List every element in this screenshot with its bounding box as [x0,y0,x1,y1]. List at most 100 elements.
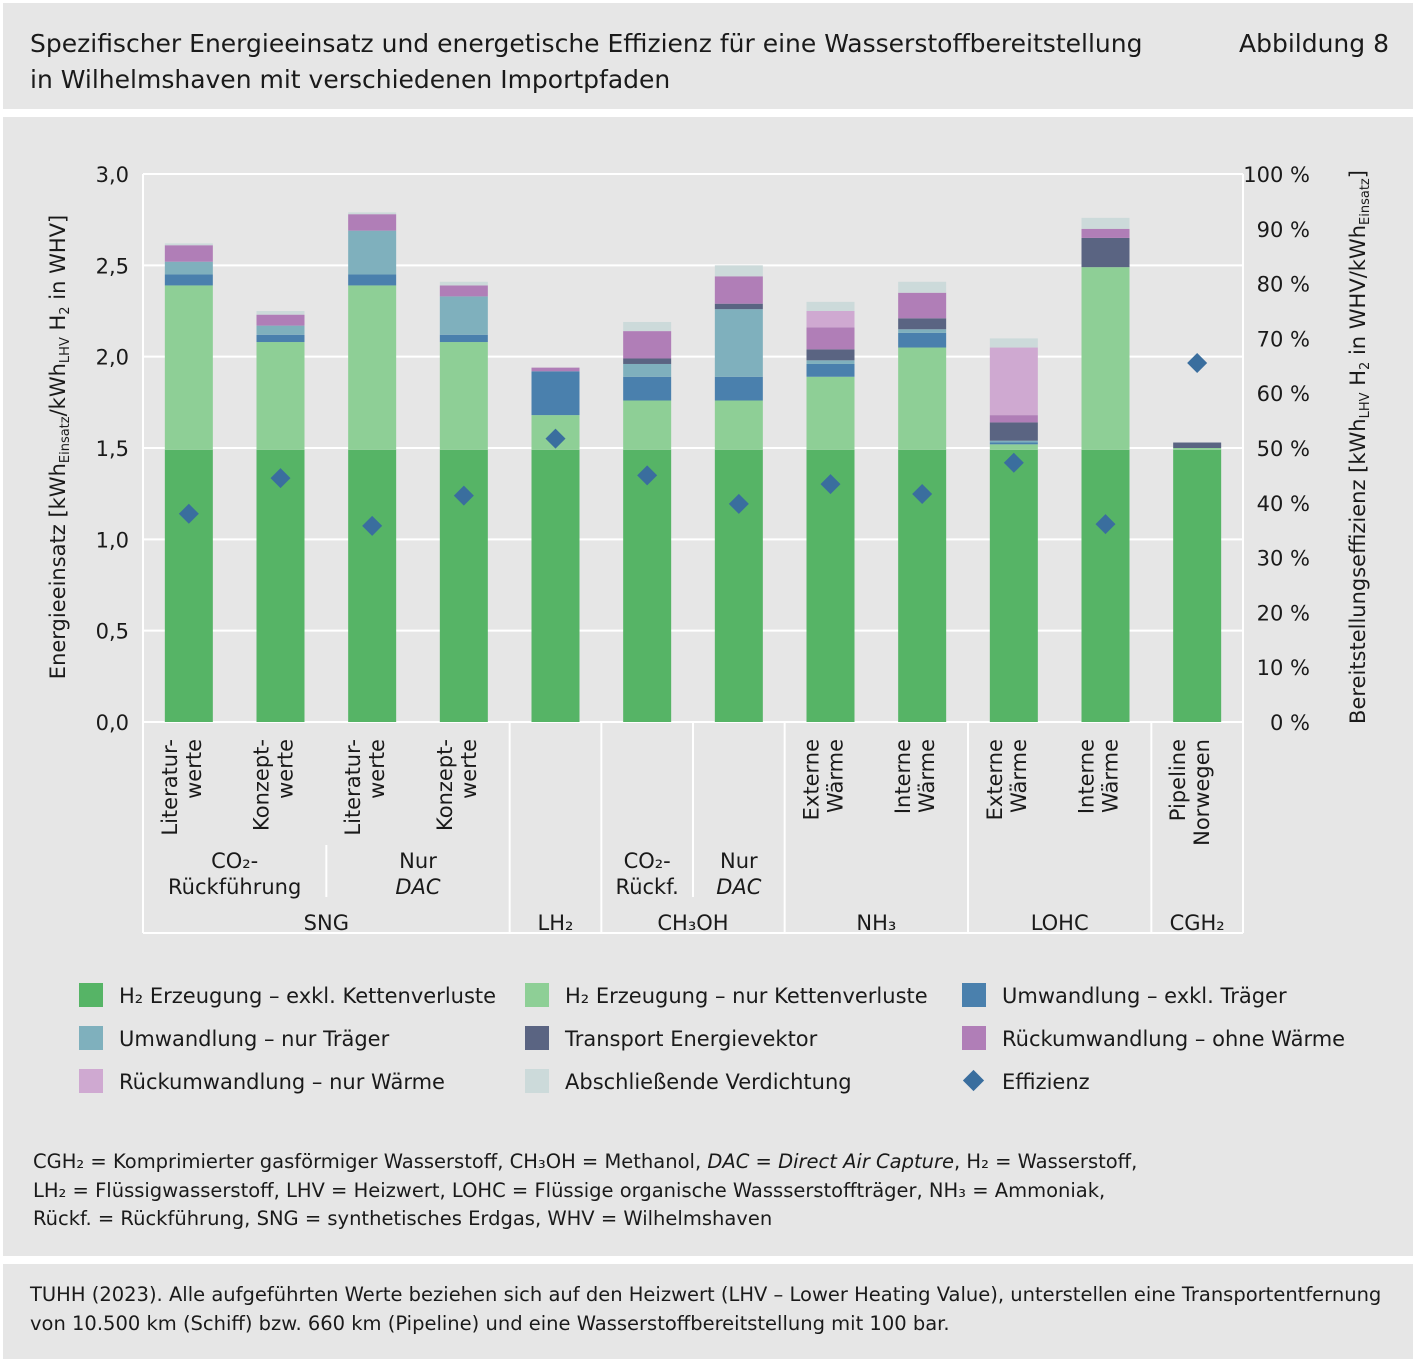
bar-segment-verdichtung [256,311,305,315]
bar-segment-umw-excl [806,363,855,377]
category-label: Pipeline [1166,739,1190,821]
axes-layer: 0,0 0,5 1,0 1,5 2,0 2,5 3,0 0 % 10 % 20 % 30 % 40 %… [46,163,1373,935]
bar-segment-h2-excl [348,449,397,722]
axis-title-subscript: Einsatz [58,416,73,463]
category-label: werte [182,739,206,799]
legend-swatch-h2-chain [525,983,549,1007]
group-label: NH₃ [856,911,896,935]
subgroup-label-line1: Nur [720,849,758,873]
bar-segment-transport [714,303,763,310]
bar-segment-rueck-waerme [989,347,1038,416]
efficiency-marker [453,485,474,506]
bar-segment-umw-traeger [898,329,947,333]
footer-panel: TUHH (2023). Alle aufgeführten Werte bez… [3,1264,1413,1359]
y-right-tick-label: 60 % [1257,382,1310,406]
axis-title-subscript: LHV [1358,392,1373,418]
bar-segment-transport [898,318,947,330]
efficiency-marker [728,493,749,514]
group-label: LH₂ [538,911,574,935]
category-label: Wärme [915,739,939,813]
bar-segment-umw-traeger [806,360,855,364]
subgroup-label-line2: Rückf. [616,875,679,899]
bar-segment-umw-traeger [164,261,213,275]
bar-segment-h2-chain [623,400,672,450]
grid-layer [143,173,1243,723]
efficiency-marker [912,484,933,505]
legend-label: Rückumwandlung – ohne Wärme [1002,1027,1346,1051]
efficiency-layer [178,353,1208,536]
title-line-2: in Wilhelmshaven mit verschiedenen Impor… [30,65,671,94]
y-right-tick-label: 10 % [1257,656,1310,680]
axis-title-part: H [46,315,70,337]
title-line-1: Spezifischer Energieeinsatz und energeti… [30,29,1143,58]
chart-svg: 0,0 0,5 1,0 1,5 2,0 2,5 3,0 0 % 10 % 20 % 30 % 40 %… [46,163,1373,935]
figure-number: Abbildung 8 [1238,29,1389,58]
legend-label: Abschließende Verdichtung [565,1070,852,1094]
bar-segment-umw-traeger [348,230,397,275]
bar-segment-rueck-ohne [898,292,947,319]
axis-title-part: Bereitstellungseffizienz [kWh [1346,418,1370,724]
y-right-axis-title: Bereitstellungseffizienz [kWhLHV H2 in W… [1346,170,1373,724]
axis-title-subscript: 2 [58,306,73,314]
axis-title-part: in WHV] [46,215,70,307]
legend-diamond-effizienz [962,1069,985,1092]
bar-segment-rueck-ohne [164,245,213,262]
bar-segment-transport [623,358,672,364]
legend-swatch-h2-excl [79,983,103,1007]
abbreviations-line-2: LH₂ = Flüssigwasserstoff, LHV = Heizwert… [33,1178,1106,1202]
category-label: Literatur- [341,739,365,836]
legend-label: Transport Energievektor [565,1027,818,1051]
bar-segment-umw-excl [164,274,213,286]
bar-segment-umw-excl [256,334,305,343]
category-label: Wärme [1099,739,1123,813]
axis-title-subscript: 2 [1358,362,1373,370]
legend-label: H₂ Erzeugung – nur Kettenverluste [565,984,928,1008]
y-left-tick-label: 2,5 [96,254,129,278]
bar-segment-rueck-ohne [531,367,580,372]
bar-segment-rueck-ohne [806,327,855,350]
group-label: CGH₂ [1170,911,1225,935]
group-label: SNG [304,911,349,935]
source-note: TUHH (2023). Alle aufgeführten Werte bez… [30,1280,1390,1338]
subgroup-label-line1: CO₂- [211,849,258,873]
category-label: Norwegen [1190,739,1214,846]
legend-swatch-rueck-waerme [79,1069,103,1093]
bar-segment-umw-traeger [439,296,488,335]
bar-segment-umw-excl [989,442,1038,445]
bar-segment-rueck-ohne [623,331,672,359]
chart-panel: 0,0 0,5 1,0 1,5 2,0 2,5 3,0 0 % 10 % 20 % 30 % 40 %… [3,117,1413,1256]
y-right-tick-label: 40 % [1257,492,1310,516]
bar-segment-h2-chain [256,342,305,450]
y-right-tick-label: 20 % [1257,601,1310,625]
legend-label: H₂ Erzeugung – exkl. Kettenverluste [119,984,497,1008]
legend-label: Umwandlung – exkl. Träger [1002,984,1287,1008]
bar-segment-h2-chain [1173,448,1222,450]
y-right-tick-label: 0 % [1270,711,1310,735]
subgroup-label-line2: DAC [395,875,441,899]
subgroup-label-line2: DAC [716,875,762,899]
category-label: Konzept- [250,739,274,831]
bar-segment-h2-chain [164,285,213,450]
axis-title-subscript: Einsatz [1358,178,1373,225]
bar-segment-transport [806,349,855,361]
group-label: LOHC [1031,911,1089,935]
bar-segment-umw-traeger [714,309,763,377]
legend-swatch-rueck-ohne [962,1026,986,1050]
legend: H₂ Erzeugung – exkl. Kettenverluste H₂ E… [79,981,1379,1121]
axis-title-part: H [1346,370,1370,392]
bar-segment-h2-chain [714,400,763,450]
bar-segment-rueck-ohne [256,314,305,326]
source-line-1: TUHH (2023). Alle aufgeführten Werte bez… [30,1283,1382,1306]
bars-layer [164,212,1222,722]
category-label: Externe [983,739,1007,820]
y-left-tick-label: 0,0 [96,711,129,735]
y-right-tick-label: 100 % [1243,163,1310,187]
bar-segment-verdichtung [164,243,213,246]
efficiency-marker [1095,514,1116,535]
efficiency-marker [545,428,566,449]
axis-title-part: in WHV/kWh [1346,225,1370,362]
efficiency-marker [270,468,291,489]
subgroup-label-line2: Rückführung [168,875,301,899]
efficiency-marker [178,503,199,524]
efficiency-marker [362,515,383,536]
